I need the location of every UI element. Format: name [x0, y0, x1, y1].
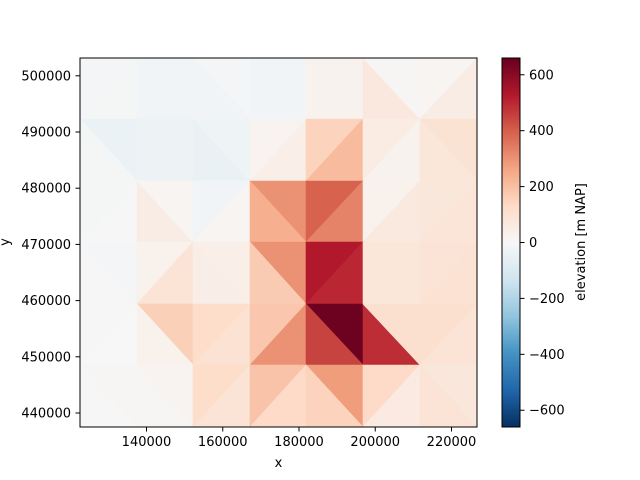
- colorbar-tick-label: −200: [529, 292, 565, 307]
- x-tick-label: 140000: [122, 435, 172, 450]
- colorbar-ticks: −600 −400 −200 0 200 400 600: [520, 68, 565, 419]
- plot-frame: [79, 57, 478, 428]
- y-tick-label: 470000: [21, 238, 71, 253]
- colorbar: [501, 57, 521, 428]
- y-tick-label: 490000: [21, 126, 71, 141]
- y-tick-label: 460000: [21, 294, 71, 309]
- colorbar-tick-label: −400: [529, 348, 565, 363]
- x-axis-label: x: [275, 456, 283, 471]
- colorbar-tick-label: 600: [529, 68, 554, 83]
- colorbar-tick-label: 0: [529, 236, 537, 251]
- colorbar-tick-label: 200: [529, 180, 554, 195]
- y-axis: 440000 450000 460000 470000 480000 490000 5000…: [21, 69, 80, 422]
- x-tick-label: 220000: [427, 435, 477, 450]
- y-tick-label: 500000: [21, 69, 71, 84]
- x-axis: 140000 160000 180000 200000 220000: [122, 427, 477, 450]
- y-tick-label: 450000: [21, 350, 71, 365]
- y-axis-label: y: [0, 238, 13, 246]
- y-tick-label: 440000: [21, 407, 71, 422]
- x-tick-label: 200000: [350, 435, 400, 450]
- colorbar-label: elevation [m NAP]: [574, 183, 589, 301]
- y-tick-label: 480000: [21, 182, 71, 197]
- colorbar-tick-label: −600: [529, 404, 565, 419]
- x-tick-label: 160000: [198, 435, 248, 450]
- colorbar-tick-label: 400: [529, 124, 554, 139]
- x-tick-label: 180000: [274, 435, 324, 450]
- tripcolor-mesh: [79, 57, 478, 428]
